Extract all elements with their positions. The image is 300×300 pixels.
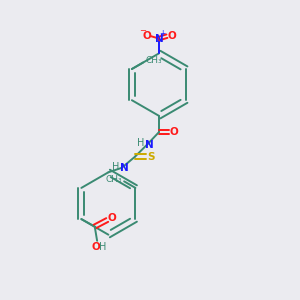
Text: CH₃: CH₃ — [145, 56, 162, 65]
Text: O: O — [107, 213, 116, 223]
Text: H: H — [99, 242, 106, 252]
Text: CH₃: CH₃ — [105, 176, 122, 184]
Text: +: + — [160, 29, 166, 38]
Text: N: N — [145, 140, 154, 150]
Text: O: O — [170, 127, 179, 137]
Text: S: S — [148, 152, 155, 161]
Text: H: H — [112, 162, 119, 172]
Text: H: H — [136, 139, 144, 148]
Text: O: O — [167, 31, 176, 41]
Text: −: − — [139, 26, 146, 35]
Text: O: O — [142, 31, 151, 41]
Text: N: N — [154, 34, 163, 44]
Text: O: O — [91, 242, 100, 252]
Text: N: N — [120, 164, 128, 173]
